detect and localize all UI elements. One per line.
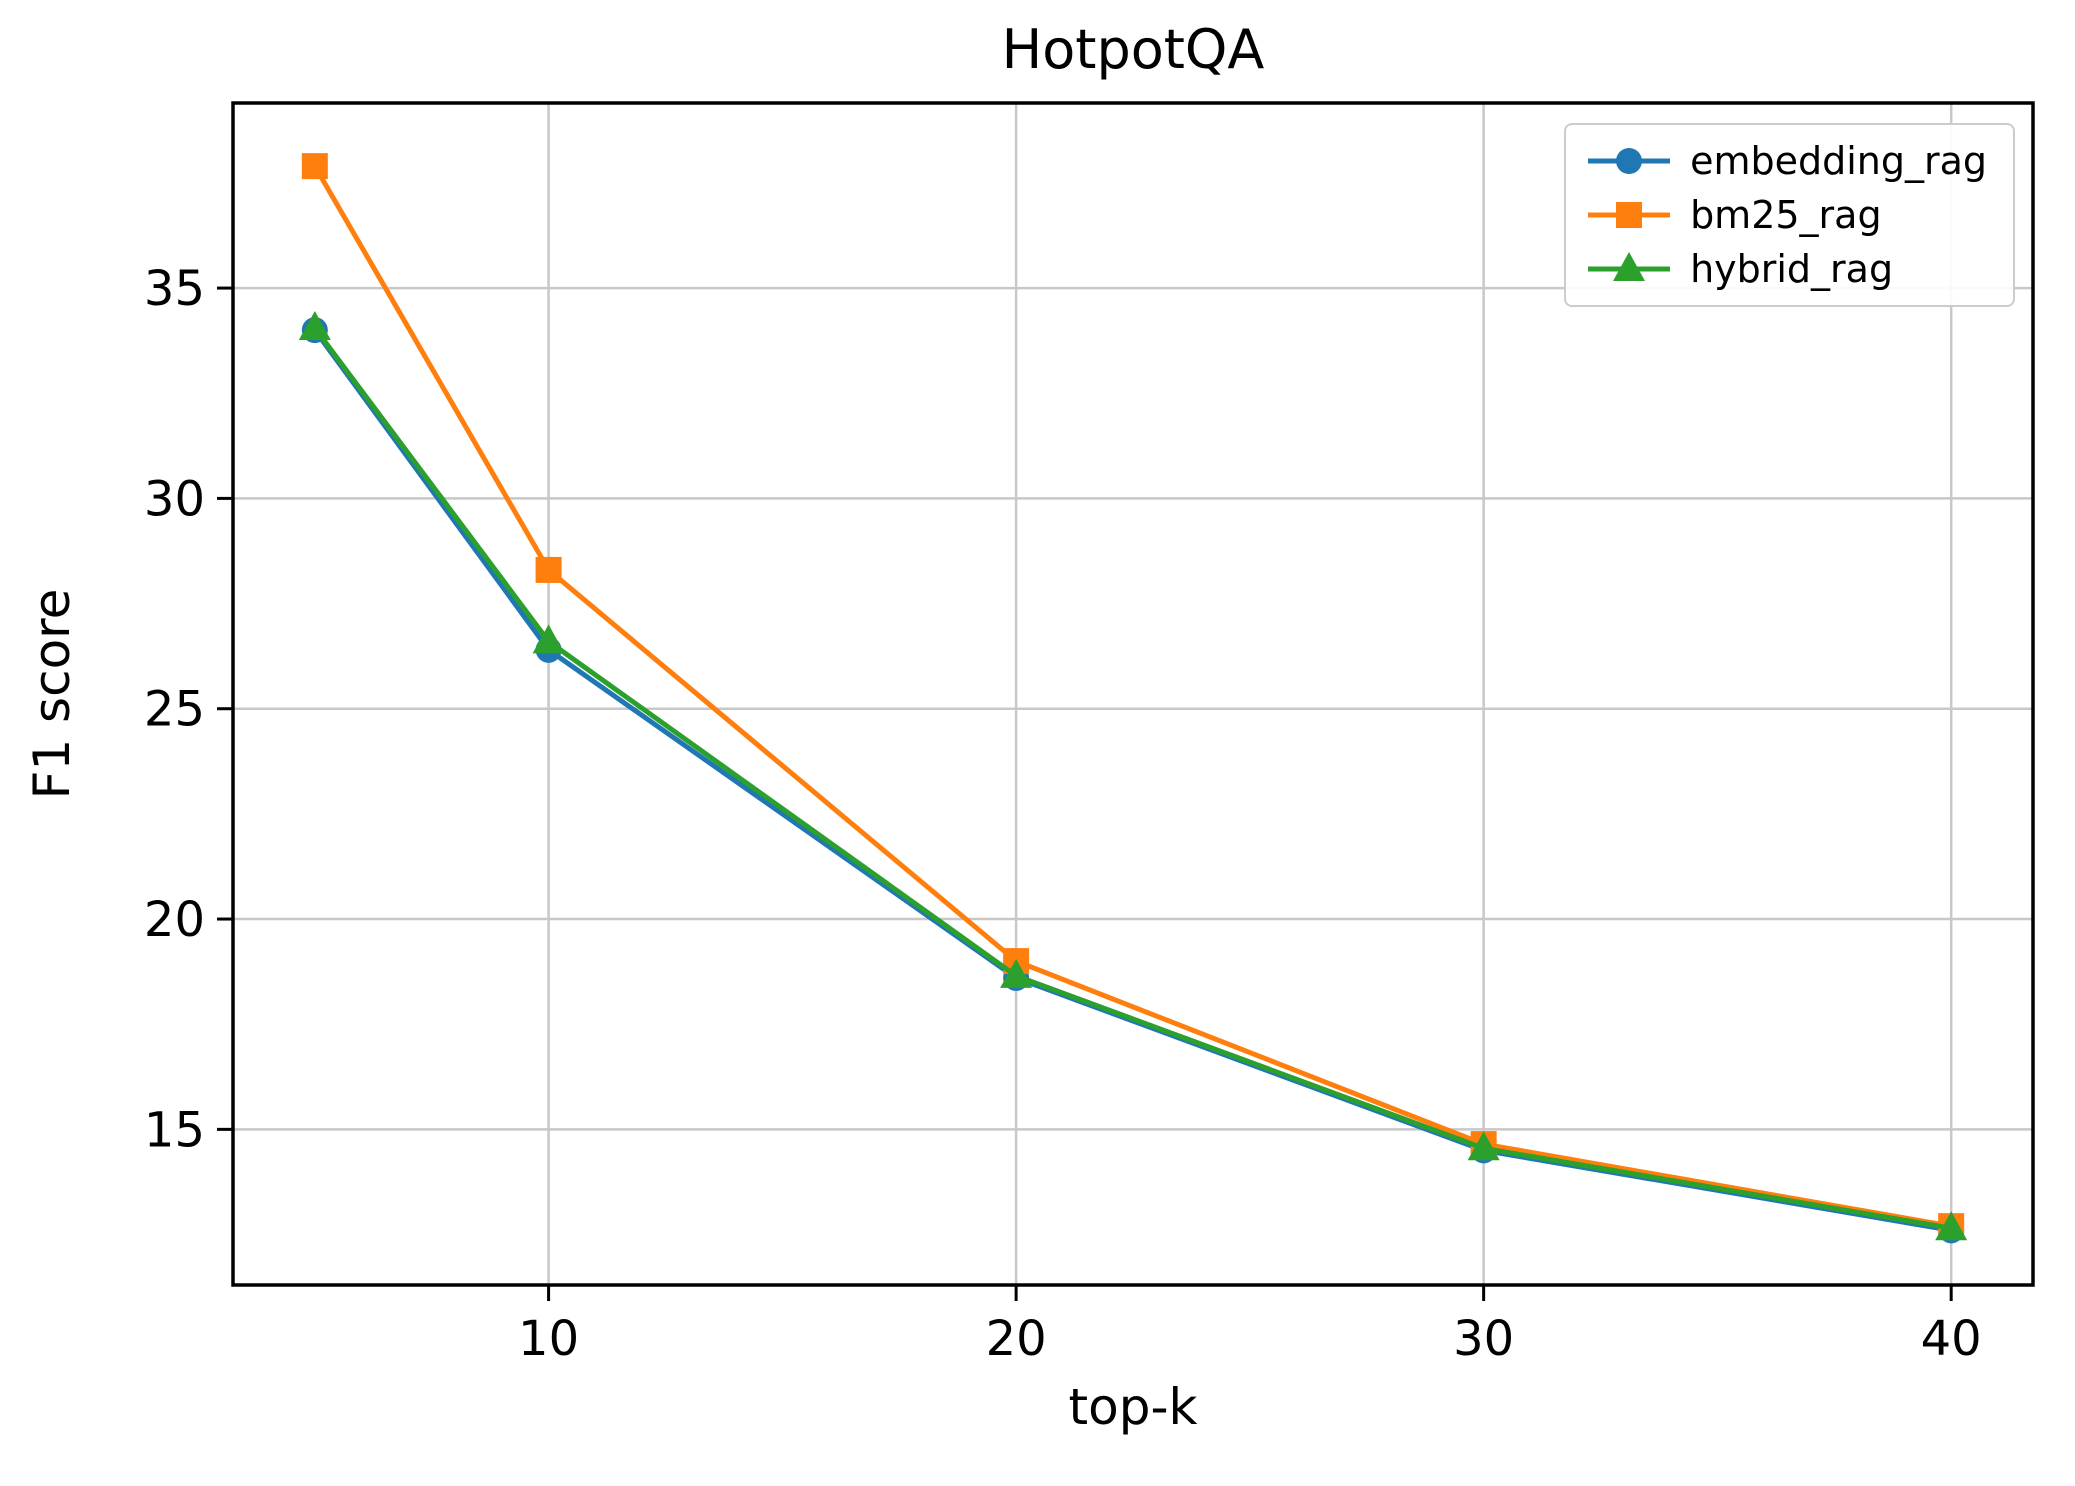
y-tick-label: 30 [144, 471, 205, 527]
axes-frame [231, 101, 2035, 1287]
legend-item-embedding_rag: embedding_rag [1584, 139, 1987, 183]
series-hybrid_rag [298, 311, 1968, 1241]
chart-title: HotpotQA [1001, 18, 1265, 81]
square-marker [301, 153, 328, 180]
triangle-marker [1613, 252, 1646, 281]
x-axis-label: top-k [1068, 1378, 1198, 1436]
square-legend-marker-icon [1588, 202, 1671, 228]
legend-item-hybrid_rag: hybrid_rag [1584, 247, 1987, 291]
y-tick-label: 35 [144, 261, 205, 317]
triangle-marker [532, 624, 565, 654]
triangle-marker [1000, 958, 1033, 988]
triangle-marker [298, 311, 331, 341]
legend-item-bm25_rag: bm25_rag [1584, 193, 1987, 237]
x-tick-label: 30 [1453, 1311, 1514, 1367]
triangle-marker [1935, 1211, 1968, 1241]
square-marker [535, 556, 562, 583]
legend: embedding_rag bm25_rag hybrid_rag [1564, 123, 2015, 307]
legend-label: embedding_rag [1690, 139, 1987, 183]
triangle-legend-marker-icon [1588, 252, 1671, 281]
y-axis-label: F1 score [23, 588, 81, 800]
legend-label: hybrid_rag [1690, 247, 1894, 291]
circle-marker [1616, 148, 1643, 174]
x-tick-label: 10 [518, 1311, 579, 1367]
square-marker [1616, 202, 1643, 228]
y-tick-label: 25 [144, 682, 205, 738]
x-tick-label: 40 [1921, 1311, 1982, 1367]
x-tick-label: 20 [986, 1311, 1047, 1367]
circle-legend-marker-icon [1588, 148, 1671, 174]
legend-label: bm25_rag [1690, 193, 1882, 237]
y-tick-label: 20 [144, 892, 205, 948]
y-tick-label: 15 [144, 1102, 205, 1158]
triangle-marker [1467, 1131, 1500, 1161]
